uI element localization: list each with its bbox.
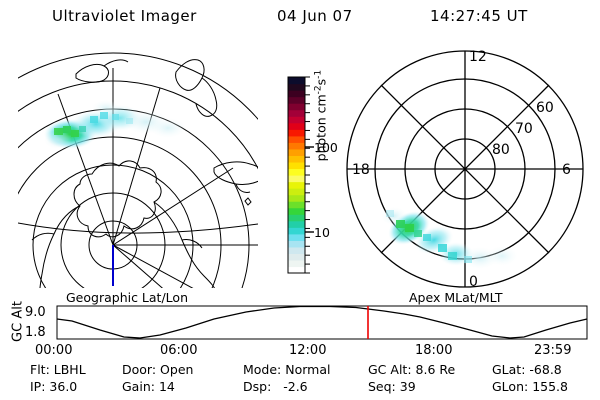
status-row: IP: 36.0 Gain: 14 Dsp: -2.6 Seq: 39 GLon… [0,379,600,397]
status-value: 39 [399,379,416,394]
altitude-trace [56,305,588,339]
colorbar-gradient [288,77,305,274]
auroral-emission-patch [44,100,186,149]
observation-date: 04 Jun 07 [277,7,353,25]
colorbar-unit-mid: s [313,78,329,86]
status-block: Flt: LBHL Door: Open Mode: Normal GC Alt… [0,362,600,400]
geographic-graticule [18,52,258,288]
mlat-label-80: 80 [492,142,510,158]
status-value: Open [160,362,194,377]
status-field-flt: Flt: LBHL [30,362,86,377]
geographic-polar-map[interactable] [18,48,258,288]
mlt-label-6: 6 [562,162,571,178]
auroral-emission-patch [381,207,518,269]
status-row: Flt: LBHL Door: Open Mode: Normal GC Alt… [0,362,600,380]
orbit-xtick-3: 18:00 [415,343,453,358]
orbit-xtick-1: 06:00 [160,343,198,358]
orbit-xtick-0: 00:00 [35,343,73,358]
status-value: -68.8 [529,362,562,377]
status-value: Normal [285,362,331,377]
orbit-ytick-low: 1.8 [25,325,46,340]
status-field-door: Door: Open [122,362,193,377]
status-field-glon: GLon: 155.8 [492,379,568,394]
orbit-plot-frame [56,305,588,340]
status-field-mode: Mode: Normal [243,362,331,377]
status-label: Door: [122,362,157,377]
apex-mlat-mlt-dial[interactable]: 12 6 0 18 60 70 80 [330,44,600,292]
status-label: GC Alt: [368,362,412,377]
status-label: Dsp: [243,379,272,394]
status-value: 36.0 [49,379,78,394]
orbit-xtick-4: 23:59 [534,343,572,358]
mlt-plot-caption: Apex MLat/MLT [409,290,503,305]
status-label: IP: [30,379,46,394]
colorbar-ticks [305,76,314,274]
status-field-seq: Seq: 39 [368,379,416,394]
mlt-label-18: 18 [352,162,370,178]
observation-time: 14:27:45 UT [430,7,528,25]
status-label: Mode: [243,362,282,377]
status-field-gcalt: GC Alt: 8.6 Re [368,362,455,377]
status-field-ip: IP: 36.0 [30,379,77,394]
colorbar-panel[interactable]: photon cm-2s-1 100 10 [262,62,362,287]
mlat-label-70: 70 [515,121,533,137]
orbit-ytick-high: 9.0 [25,305,46,320]
status-field-dsp: Dsp: -2.6 [243,379,308,394]
orbit-altitude-panel[interactable]: GC Alt 9.0 1.8 00:00 06:00 12:00 18:00 2… [0,301,600,358]
colorbar-unit-exp2: -1 [313,69,324,79]
colorbar-tick-label-10: 10 [314,225,330,240]
mlt-label-12: 12 [469,49,487,65]
status-label: GLon: [492,379,529,394]
status-value: -2.6 [275,379,308,394]
colorbar-tick-label-100: 100 [314,140,338,155]
colorbar-unit-exp1: -2 [313,85,324,95]
status-label: Gain: [122,379,155,394]
geographic-plot-caption: Geographic Lat/Lon [66,290,188,305]
status-label: Seq: [368,379,396,394]
mlt-label-0: 0 [469,274,478,290]
status-label: Flt: [30,362,50,377]
status-value: 14 [158,379,175,394]
orbit-xtick-2: 12:00 [289,343,327,358]
status-value: 155.8 [532,379,568,394]
status-field-gain: Gain: 14 [122,379,175,394]
status-label: GLat: [492,362,526,377]
status-value: LBHL [53,362,86,377]
status-value: 8.6 Re [415,362,456,377]
mlat-label-60: 60 [536,100,554,116]
instrument-title: Ultraviolet Imager [52,7,197,25]
status-field-glat: GLat: -68.8 [492,362,562,377]
colorbar-axis-label: photon cm-2s-1 [313,51,328,181]
